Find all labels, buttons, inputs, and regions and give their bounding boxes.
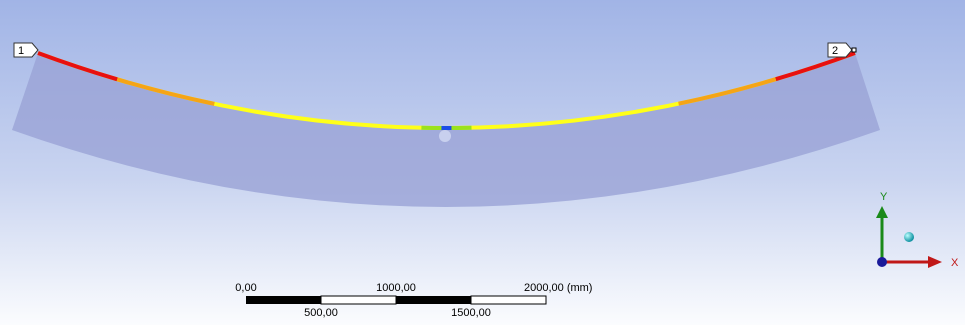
axis-label: X	[951, 257, 959, 269]
center-marker	[439, 130, 451, 142]
axis-label: Y	[880, 191, 888, 203]
label-text: 1	[18, 45, 24, 57]
scale-label: 2000,00 (mm)	[524, 282, 592, 294]
scale-label: 1500,00	[451, 307, 491, 319]
scale-label: 1000,00	[376, 282, 416, 294]
scale-label: 500,00	[304, 307, 338, 319]
label-flag: 1	[14, 43, 38, 57]
label-text: 2	[832, 45, 838, 57]
viewport: 1 2 0,00 1000,00 2000,00 (mm) 500,00 150…	[0, 0, 965, 325]
scale-label: 0,00	[235, 282, 256, 294]
